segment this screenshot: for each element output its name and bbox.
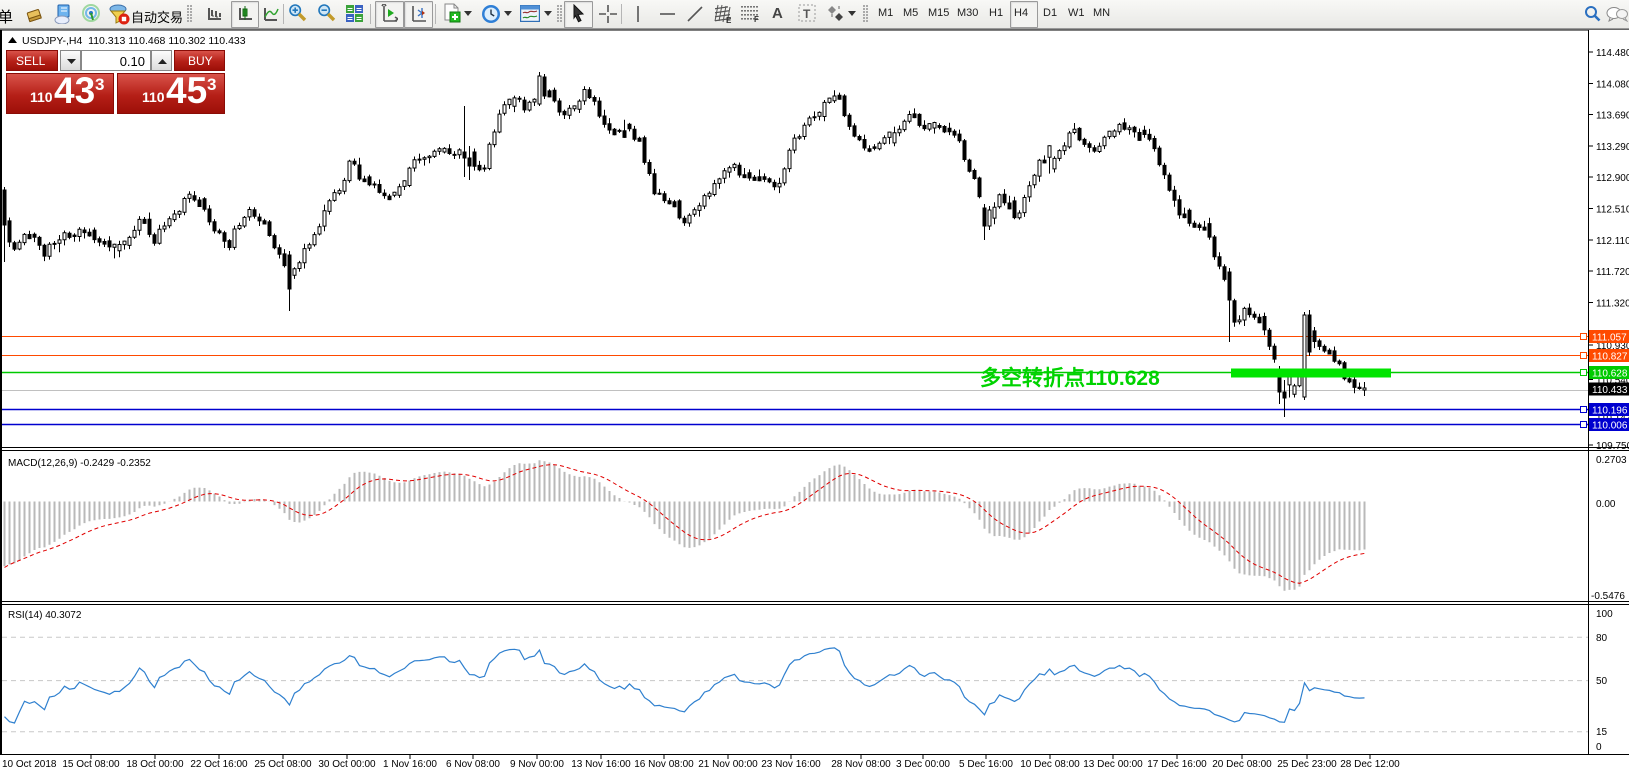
svg-text:110.827: 110.827 [1592, 352, 1628, 363]
svg-text:17 Dec 16:00: 17 Dec 16:00 [1147, 759, 1207, 770]
svg-text:10 Dec 08:00: 10 Dec 08:00 [1020, 759, 1080, 770]
svg-text:22 Oct 16:00: 22 Oct 16:00 [190, 759, 248, 770]
svg-text:111.320: 111.320 [1596, 299, 1629, 310]
svg-text:114.480: 114.480 [1596, 48, 1629, 59]
svg-text:110.196: 110.196 [1592, 406, 1628, 417]
svg-text:9 Nov 00:00: 9 Nov 00:00 [510, 759, 564, 770]
svg-text:USDJPY-,H4 110.313 110.468 11: USDJPY-,H4 110.313 110.468 110.302 110.4… [22, 35, 246, 47]
svg-text:110.006: 110.006 [1592, 421, 1628, 432]
svg-text:6 Nov 08:00: 6 Nov 08:00 [446, 759, 500, 770]
svg-text:10 Oct 2018: 10 Oct 2018 [2, 759, 57, 770]
svg-text:113.690: 113.690 [1596, 111, 1629, 122]
svg-text:多空转折点110.628: 多空转折点110.628 [980, 366, 1160, 390]
svg-text:114.080: 114.080 [1596, 80, 1629, 91]
svg-text:111.720: 111.720 [1596, 267, 1629, 278]
svg-text:25 Oct 08:00: 25 Oct 08:00 [254, 759, 312, 770]
svg-text:112.510: 112.510 [1596, 205, 1629, 216]
svg-text:110.628: 110.628 [1592, 369, 1628, 380]
svg-text:13 Dec 00:00: 13 Dec 00:00 [1083, 759, 1143, 770]
svg-text:80: 80 [1596, 633, 1608, 644]
svg-text:5 Dec 16:00: 5 Dec 16:00 [959, 759, 1013, 770]
svg-text:28 Nov 08:00: 28 Nov 08:00 [831, 759, 891, 770]
svg-text:111.057: 111.057 [1592, 333, 1627, 344]
svg-text:16 Nov 08:00: 16 Nov 08:00 [634, 759, 694, 770]
svg-text:100: 100 [1596, 609, 1613, 620]
svg-text:F: F [754, 15, 759, 24]
svg-text:23 Nov 16:00: 23 Nov 16:00 [761, 759, 821, 770]
svg-text:109.750: 109.750 [1596, 441, 1629, 452]
svg-text:20 Dec 08:00: 20 Dec 08:00 [1212, 759, 1272, 770]
svg-text:15: 15 [1596, 727, 1608, 738]
svg-text:50: 50 [1596, 676, 1608, 687]
svg-text:112.900: 112.900 [1596, 173, 1629, 184]
svg-text:0: 0 [1596, 742, 1602, 753]
svg-text:110.930: 110.930 [1596, 341, 1629, 352]
svg-text:113.290: 113.290 [1596, 142, 1629, 153]
svg-text:0.2703: 0.2703 [1596, 455, 1627, 466]
svg-text:-0.5476: -0.5476 [1591, 591, 1625, 602]
svg-text:112.110: 112.110 [1596, 236, 1629, 247]
svg-text:110.540: 110.540 [1596, 376, 1629, 387]
svg-text:18 Oct 00:00: 18 Oct 00:00 [126, 759, 184, 770]
svg-text:110.433: 110.433 [1592, 385, 1628, 396]
svg-text:RSI(14) 40.3072: RSI(14) 40.3072 [8, 610, 82, 621]
svg-text:25 Dec 23:00: 25 Dec 23:00 [1277, 759, 1337, 770]
svg-text:28 Dec 12:00: 28 Dec 12:00 [1340, 759, 1400, 770]
svg-text:T: T [803, 7, 811, 21]
svg-text:21 Nov 00:00: 21 Nov 00:00 [698, 759, 758, 770]
svg-text:15 Oct 08:00: 15 Oct 08:00 [62, 759, 120, 770]
svg-text:E: E [726, 16, 732, 25]
svg-text:0.00: 0.00 [1596, 499, 1616, 510]
svg-text:30 Oct 00:00: 30 Oct 00:00 [318, 759, 376, 770]
svg-text:MACD(12,26,9) -0.2429 -0.2352: MACD(12,26,9) -0.2429 -0.2352 [8, 458, 151, 469]
svg-text:1 Nov 16:00: 1 Nov 16:00 [383, 759, 437, 770]
svg-text:3 Dec 00:00: 3 Dec 00:00 [896, 759, 950, 770]
svg-text:13 Nov 16:00: 13 Nov 16:00 [571, 759, 631, 770]
